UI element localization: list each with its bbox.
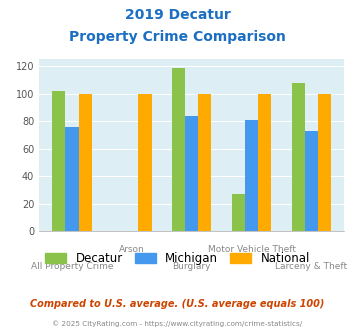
Bar bbox=[138, 94, 152, 231]
Text: All Property Crime: All Property Crime bbox=[31, 262, 113, 271]
Text: Property Crime Comparison: Property Crime Comparison bbox=[69, 30, 286, 44]
Text: Compared to U.S. average. (U.S. average equals 100): Compared to U.S. average. (U.S. average … bbox=[30, 299, 325, 309]
Bar bbox=[65, 127, 78, 231]
Text: © 2025 CityRating.com - https://www.cityrating.com/crime-statistics/: © 2025 CityRating.com - https://www.city… bbox=[53, 321, 302, 327]
Bar bbox=[232, 194, 245, 231]
Bar bbox=[305, 131, 318, 231]
Bar bbox=[292, 83, 305, 231]
Text: 2019 Decatur: 2019 Decatur bbox=[125, 8, 230, 22]
Bar bbox=[78, 94, 92, 231]
Bar bbox=[245, 120, 258, 231]
Bar bbox=[318, 94, 331, 231]
Text: Arson: Arson bbox=[119, 245, 145, 254]
Text: Larceny & Theft: Larceny & Theft bbox=[275, 262, 348, 271]
Bar bbox=[52, 91, 65, 231]
Bar bbox=[185, 116, 198, 231]
Text: Motor Vehicle Theft: Motor Vehicle Theft bbox=[208, 245, 296, 254]
Bar bbox=[258, 94, 271, 231]
Text: Burglary: Burglary bbox=[173, 262, 211, 271]
Bar bbox=[172, 68, 185, 231]
Legend: Decatur, Michigan, National: Decatur, Michigan, National bbox=[40, 247, 315, 270]
Bar bbox=[198, 94, 212, 231]
